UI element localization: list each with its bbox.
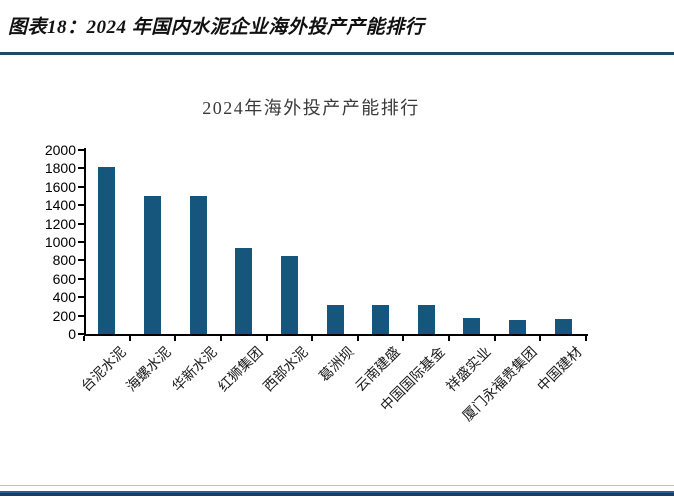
footer-divider-light (0, 485, 674, 486)
y-axis (84, 148, 86, 336)
y-tick (78, 314, 84, 317)
x-tick (448, 336, 451, 341)
y-tick-label: 800 (52, 252, 76, 269)
x-category-label: 红狮集团 (215, 344, 267, 396)
bar (189, 196, 207, 334)
x-tick (493, 336, 496, 341)
x-tick (539, 336, 542, 341)
x-tick (174, 336, 177, 341)
x-tick (219, 336, 222, 341)
x-category-label: 台泥水泥 (79, 344, 130, 396)
x-category-label: 华新水泥 (170, 344, 221, 396)
header-divider (0, 52, 674, 55)
x-tick (265, 336, 268, 341)
y-tick (78, 222, 84, 225)
x-tick (311, 336, 314, 341)
bar (235, 248, 253, 334)
x-category-label: 海螺水泥 (124, 344, 175, 396)
y-tick (78, 241, 84, 243)
bar (143, 196, 161, 334)
y-tick-label: 1000 (44, 234, 76, 250)
bar (372, 305, 390, 334)
y-tick (78, 167, 84, 170)
y-tick-label: 1200 (44, 215, 76, 232)
y-tick-label: 1600 (44, 178, 76, 195)
y-tick-label: 2000 (44, 142, 76, 158)
figure-caption: 图表18：2024 年国内水泥企业海外投产产能排行 (8, 17, 425, 38)
y-tick-label: 0 (68, 326, 76, 342)
x-tick (83, 336, 85, 341)
bar (98, 167, 116, 334)
bar (463, 318, 481, 334)
x-category-label: 西部水泥 (261, 344, 312, 396)
bar (417, 305, 435, 334)
x-tick (128, 336, 131, 341)
x-tick (585, 336, 587, 341)
x-category-label: 中国建材 (535, 344, 586, 396)
chart-title: 2024年海外投产产能排行 (202, 98, 420, 118)
bar (280, 256, 298, 334)
bar (326, 305, 344, 334)
footer-divider-dark (0, 493, 674, 496)
y-tick (78, 149, 84, 151)
bar (509, 320, 527, 334)
y-tick-label: 1400 (44, 197, 76, 214)
y-tick-label: 1800 (44, 160, 76, 177)
y-tick-label: 600 (52, 270, 76, 287)
x-tick (356, 336, 359, 341)
y-tick-label: 400 (52, 289, 76, 306)
y-tick (78, 277, 84, 280)
y-tick (78, 185, 84, 188)
x-tick (402, 336, 405, 341)
y-tick-label: 200 (52, 307, 76, 324)
y-tick (78, 259, 84, 262)
x-axis (84, 334, 588, 336)
bar (554, 319, 572, 334)
y-tick (78, 296, 84, 299)
y-tick (78, 333, 84, 335)
y-tick (78, 204, 84, 207)
footer-divider-mid (0, 491, 674, 493)
